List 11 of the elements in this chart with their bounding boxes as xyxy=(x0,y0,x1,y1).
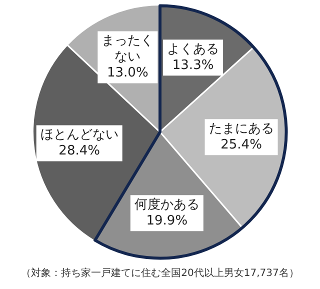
data-label: 13.3% xyxy=(172,58,214,73)
data-label: 28.4% xyxy=(58,144,100,159)
data-label: 19.9% xyxy=(146,214,188,229)
slice-label: まったくない xyxy=(102,34,154,65)
data-label: 25.4% xyxy=(220,137,262,152)
data-label: 13.0% xyxy=(107,66,148,81)
slice-label: たまにある xyxy=(208,121,274,136)
slice-label: 何度かある xyxy=(134,196,200,213)
slice-label: ほとんどない xyxy=(40,128,118,143)
slice-label: よくある xyxy=(167,42,220,57)
text: （対象：持ち家一戸建てに住む全国20代以上男女17,737名） xyxy=(20,266,300,280)
